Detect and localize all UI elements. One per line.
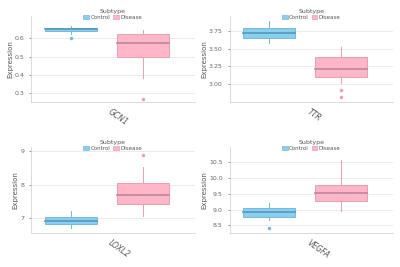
Legend: Control, Disease: Control, Disease xyxy=(281,8,342,21)
Bar xyxy=(315,185,367,201)
Y-axis label: Expression: Expression xyxy=(202,40,208,78)
Bar xyxy=(117,183,169,204)
Bar xyxy=(243,29,295,38)
Y-axis label: Expression: Expression xyxy=(7,40,13,78)
Legend: Control, Disease: Control, Disease xyxy=(82,8,143,21)
Bar xyxy=(315,57,367,77)
Bar xyxy=(117,34,169,57)
Y-axis label: Expression: Expression xyxy=(202,171,208,209)
Y-axis label: Expression: Expression xyxy=(13,171,19,209)
Bar xyxy=(45,217,97,224)
Bar xyxy=(45,28,97,31)
Bar xyxy=(243,208,295,217)
Legend: Control, Disease: Control, Disease xyxy=(281,139,342,152)
Legend: Control, Disease: Control, Disease xyxy=(82,139,143,152)
